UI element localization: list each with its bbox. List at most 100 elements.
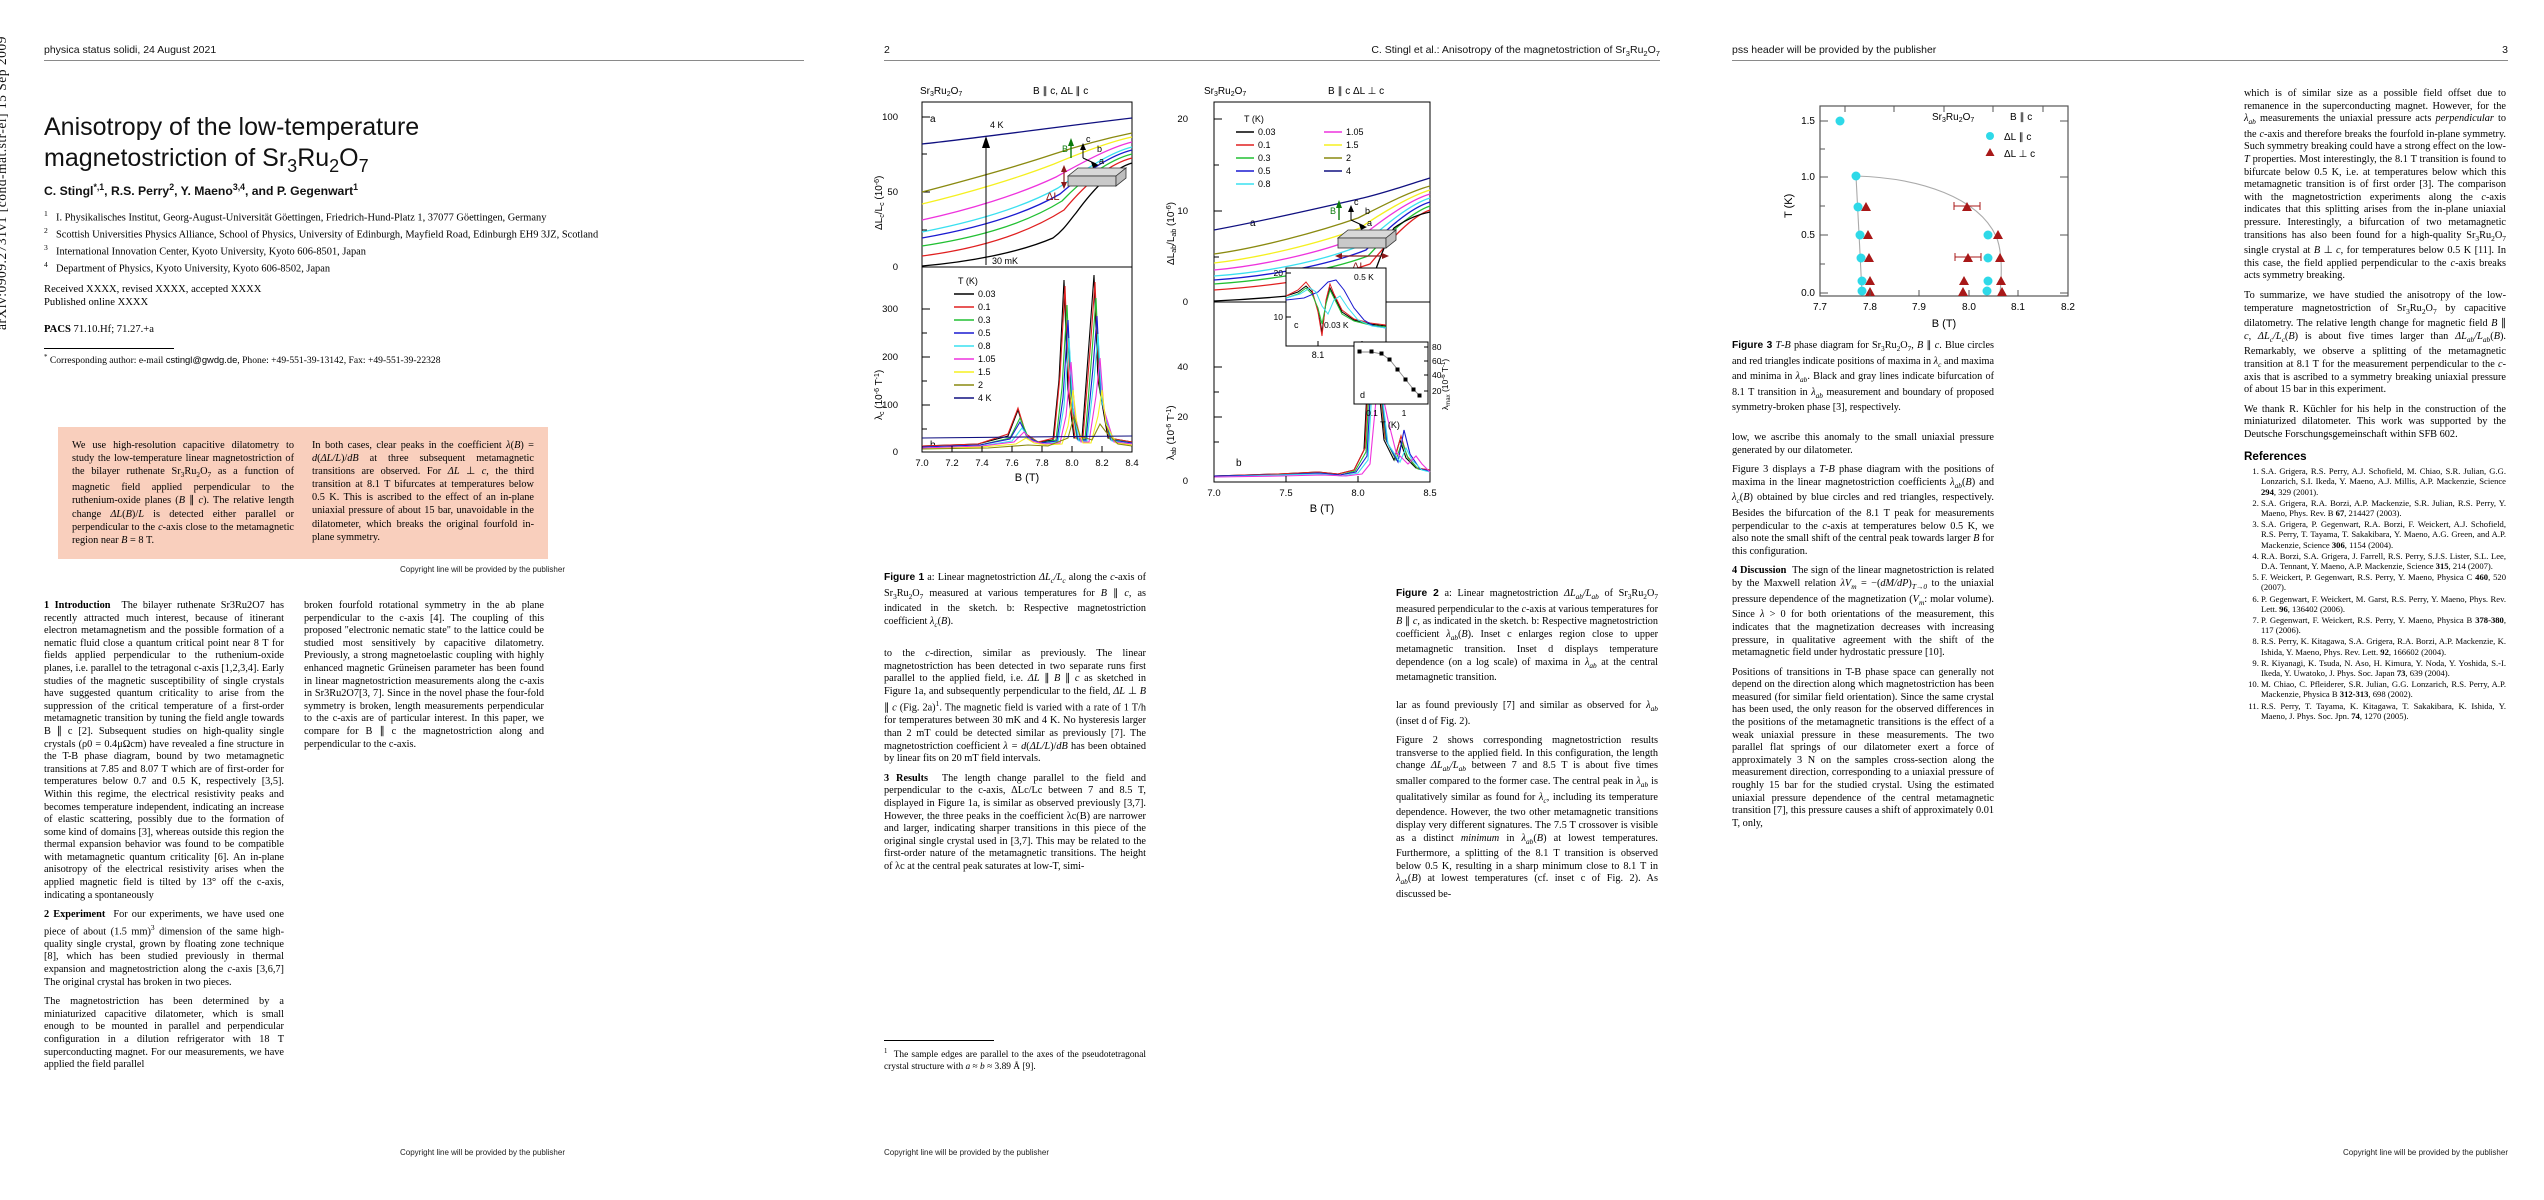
svg-text:λmax (10-6 T-1): λmax (10-6 T-1) xyxy=(1440,359,1452,410)
figure-3: 1.5 1.0 0.5 0.0 T (K) Sr3Ru2O7 B ∥ c ΔL ∥ c… xyxy=(1782,88,2082,338)
affiliation-2: 2 Scottish Universities Physics Alliance,… xyxy=(44,226,599,241)
reference-item: R.S. Perry, T. Tayama, K. Kitagawa, T. S… xyxy=(2261,701,2506,721)
p3-para-4: Positions of transitions in T-B phase sp… xyxy=(1732,666,1994,829)
published-date: Published online XXXX xyxy=(44,297,149,308)
svg-text:B (T): B (T) xyxy=(1932,318,1956,330)
figure-2-caption: Figure 2 a: Linear magnetostriction ΔLab… xyxy=(1396,588,1659,684)
svg-text:0: 0 xyxy=(1183,476,1188,487)
svg-text:8.4: 8.4 xyxy=(1125,458,1138,469)
figure-1: Sr3Ru2O7 B ∥ c, ΔL ∥ c a 100 50 0 ΔLc/Lc… xyxy=(868,80,1148,560)
svg-text:7.2: 7.2 xyxy=(945,458,958,469)
header-running-title-3: pss header will be provided by the publi… xyxy=(1732,44,1937,56)
svg-text:0: 0 xyxy=(1183,297,1188,308)
svg-text:50: 50 xyxy=(887,187,898,198)
svg-text:7.0: 7.0 xyxy=(915,458,928,469)
intro-paragraph: 1 Introduction The bilayer ruthenate Sr3… xyxy=(44,600,284,901)
figure-2: Sr3Ru2O7 B ∥ c ΔL ⊥ c 20 10 0 ΔLab/Lab (… xyxy=(1158,80,1458,610)
figure-3-circles xyxy=(1835,116,1993,296)
svg-text:B ∥ c, ΔL ∥ c: B ∥ c, ΔL ∥ c xyxy=(1033,86,1088,97)
pacs-value: 71.10.Hf; 71.27.+a xyxy=(73,324,154,335)
figure-3-svg: 1.5 1.0 0.5 0.0 T (K) Sr3Ru2O7 B ∥ c ΔL ∥ c… xyxy=(1783,105,2075,330)
svg-text:c: c xyxy=(1294,320,1299,330)
crystal-sketch-2: c b a B ΔL xyxy=(1330,197,1398,273)
p3-col2-para-1: which is of similar size as a possible f… xyxy=(2244,88,2507,282)
section-1-heading: 1 Introduction xyxy=(44,600,111,611)
p2-col2-para-1: lar as found previously [7] and similar … xyxy=(1396,700,1658,727)
page-2: 2 C. Stingl et al.: Anisotropy of the ma… xyxy=(848,0,1696,1200)
svg-text:T (K): T (K) xyxy=(958,276,978,286)
abstract-right: In both cases, clear peaks in the coeffi… xyxy=(312,440,534,543)
p3-summary: To summarize, we have studied the anisot… xyxy=(2244,290,2506,396)
page-1: physica status solidi, 24 August 2021 ar… xyxy=(0,0,848,1200)
corresponding-author: * Corresponding author: e-mail cstingl@g… xyxy=(44,354,441,367)
svg-text:20: 20 xyxy=(1177,114,1188,125)
svg-text:c: c xyxy=(1086,134,1091,144)
svg-text:0.03: 0.03 xyxy=(1258,127,1276,137)
svg-text:1.5: 1.5 xyxy=(1346,140,1359,150)
svg-text:1.5: 1.5 xyxy=(1801,116,1815,127)
svg-text:8.1: 8.1 xyxy=(1312,350,1325,360)
abstract-box: We use high-resolution capacitive dilato… xyxy=(58,427,548,559)
p3-para-2: Figure 3 displays a T-B phase diagram wi… xyxy=(1732,464,1995,557)
svg-text:T (K): T (K) xyxy=(1380,420,1400,430)
svg-text:10: 10 xyxy=(1274,312,1284,322)
svg-text:20: 20 xyxy=(1274,268,1284,278)
svg-text:1.0: 1.0 xyxy=(1801,172,1815,183)
svg-text:0: 0 xyxy=(893,262,898,273)
svg-text:7.0: 7.0 xyxy=(1207,488,1220,499)
svg-text:20: 20 xyxy=(1177,412,1188,423)
svg-text:B: B xyxy=(1330,206,1336,216)
svg-text:20: 20 xyxy=(1432,386,1442,396)
references-heading: References xyxy=(2244,450,2307,463)
svg-text:7.9: 7.9 xyxy=(1912,302,1926,313)
svg-text:0: 0 xyxy=(893,447,898,458)
svg-text:B ∥ c ΔL ⊥ c: B ∥ c ΔL ⊥ c xyxy=(1328,86,1384,97)
p2-results: 3 Results The length change parallel to … xyxy=(884,772,1146,872)
svg-text:7.8: 7.8 xyxy=(1863,302,1877,313)
svg-text:8.0: 8.0 xyxy=(1065,458,1078,469)
svg-text:4 K: 4 K xyxy=(978,393,992,403)
svg-text:ΔLc/Lc (10-6): ΔLc/Lc (10-6) xyxy=(874,176,886,230)
copyright-page2: Copyright line will be provided by the p… xyxy=(884,1148,1049,1157)
pacs-line: PACS 71.10.Hf; 71.27.+a xyxy=(44,324,154,335)
figure-3-caption: Figure 3 T-B phase diagram for Sr3Ru2O7,… xyxy=(1732,340,1994,414)
reference-item: F. Weickert, P. Gegenwart, R.S. Perry, Y… xyxy=(2261,572,2506,592)
affiliations: 1 I. Physikalisches Institut, Georg-Augus… xyxy=(44,208,604,276)
page2-footnote: 1 The sample edges are parallel to the a… xyxy=(884,1048,1146,1072)
svg-text:0.3: 0.3 xyxy=(978,315,991,325)
svg-text:b: b xyxy=(1097,144,1102,154)
title-line-1: Anisotropy of the low-temperature xyxy=(44,113,420,141)
svg-text:0.8: 0.8 xyxy=(978,341,991,351)
svg-text:0.5: 0.5 xyxy=(1801,230,1815,241)
svg-text:4: 4 xyxy=(1346,166,1351,176)
svg-text:b: b xyxy=(1236,458,1242,469)
svg-text:8.2: 8.2 xyxy=(2061,302,2075,313)
page-title: Anisotropy of the low-temperature magnet… xyxy=(44,112,564,182)
svg-text:0.5 K: 0.5 K xyxy=(1354,272,1374,282)
svg-text:0.03: 0.03 xyxy=(978,289,996,299)
header-running-title-2: C. Stingl et al.: Anisotropy of the magn… xyxy=(1371,44,1660,59)
header-page-number-2: 2 xyxy=(884,44,890,56)
svg-text:Sr3Ru2O7: Sr3Ru2O7 xyxy=(1204,86,1246,98)
svg-text:0.8: 0.8 xyxy=(1258,179,1271,189)
title-line-2: magnetostriction of Sr3Ru2O7 xyxy=(44,144,369,176)
section-4-heading: 4 Discussion xyxy=(1732,565,1787,577)
svg-text:Sr3Ru2O7: Sr3Ru2O7 xyxy=(920,86,962,98)
figure-1-caption: Figure 1 a: Linear magnetostriction ΔLc/… xyxy=(884,572,1146,629)
svg-text:Sr3Ru2O7: Sr3Ru2O7 xyxy=(1932,112,1974,124)
svg-text:B (T): B (T) xyxy=(1015,472,1039,484)
section-3-heading: 3 Results xyxy=(884,772,929,784)
arxiv-stamp: arXiv:0909.2731v1 [cond-mat.str-el] 15 S… xyxy=(0,36,9,330)
svg-text:T (K): T (K) xyxy=(1783,194,1795,218)
publication-dates: Received XXXX, revised XXXX, accepted XX… xyxy=(44,283,261,309)
experiment-paragraph-head: 2 Experiment For our experiments, we hav… xyxy=(44,909,284,988)
references-section: References S.A. Grigera, R.S. Perry, A.J… xyxy=(2244,450,2506,722)
figure-2-inset-d: 80 60 40 20 d 0.1 1 T (K) λmax (10-6 T-1) xyxy=(1353,341,1452,430)
reference-item: S.A. Grigera, R.S. Perry, A.J. Schofield… xyxy=(2261,466,2506,497)
header-rule-3 xyxy=(1732,60,2508,61)
svg-text:1.5: 1.5 xyxy=(978,367,991,377)
figure-2-svg: Sr3Ru2O7 B ∥ c ΔL ⊥ c 20 10 0 ΔLab/Lab (… xyxy=(1166,86,1452,515)
reference-item: P. Gegenwart, F. Weickert, R.S. Perry, Y… xyxy=(2261,615,2506,635)
svg-text:2: 2 xyxy=(1346,153,1351,163)
svg-text:a: a xyxy=(1250,218,1256,229)
